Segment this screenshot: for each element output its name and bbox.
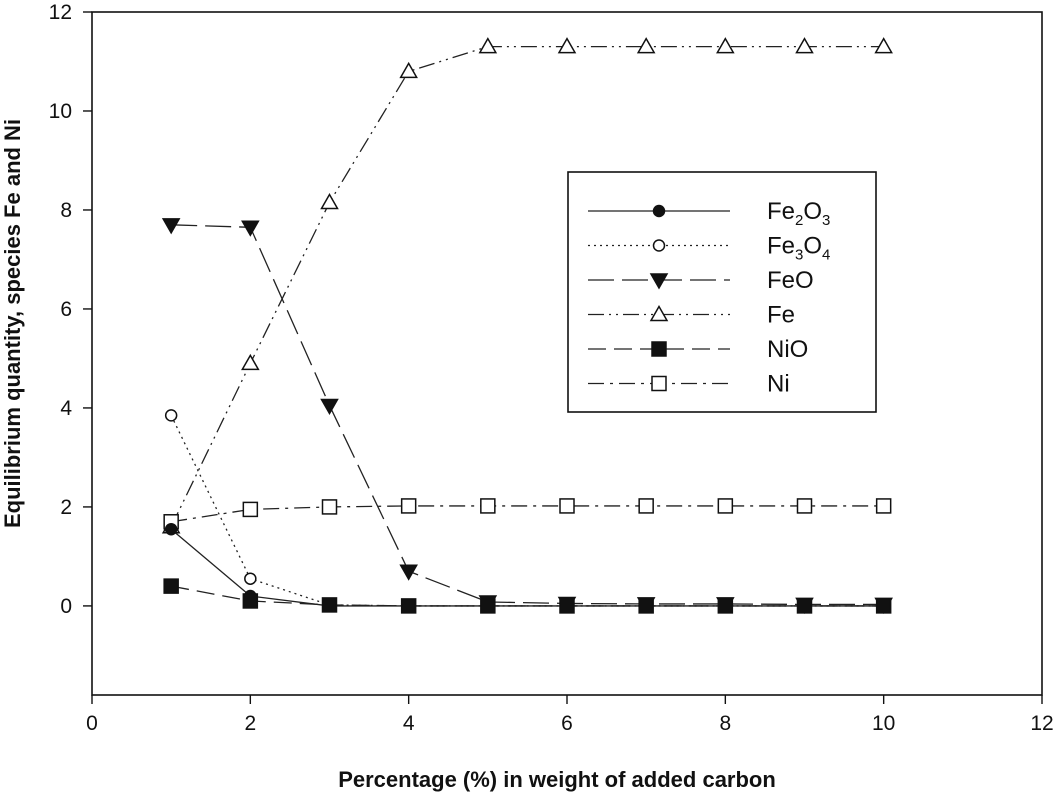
x-tick-label: 0: [86, 712, 98, 735]
legend-marker: [652, 204, 666, 218]
data-point: [796, 598, 813, 614]
data-point: [400, 598, 417, 614]
x-tick-label: 2: [244, 712, 256, 735]
data-point: [480, 598, 496, 614]
series-line: [170, 45, 884, 528]
x-tick-label: 10: [872, 712, 895, 735]
legend-label: Fe: [767, 302, 795, 329]
series-nio: [163, 578, 892, 614]
data-point: [717, 498, 734, 514]
data-point: [478, 37, 498, 54]
data-point: [480, 498, 496, 514]
legend-box: [567, 171, 877, 413]
y-tick-label: 2: [60, 496, 72, 519]
data-point: [164, 409, 178, 422]
data-point: [875, 598, 892, 614]
series-line: [171, 505, 884, 523]
data-point: [796, 498, 813, 514]
legend-label: FeO: [767, 267, 814, 294]
data-point: [320, 398, 339, 415]
x-tick-label: 4: [403, 712, 415, 735]
series-fe2o3: [164, 522, 890, 613]
data-point: [241, 353, 260, 371]
data-point: [400, 498, 417, 514]
legend-marker: [651, 341, 667, 357]
data-point: [242, 593, 259, 609]
legend-label: Ni: [767, 371, 790, 398]
data-point: [399, 564, 418, 581]
data-point: [559, 598, 575, 614]
legend-marker: [649, 273, 669, 290]
legend-item: Fe3O4: [588, 233, 830, 264]
data-point: [164, 522, 178, 536]
data-point: [874, 37, 893, 54]
y-tick-label: 12: [49, 1, 72, 24]
legend-item: Ni: [588, 371, 790, 398]
data-point: [717, 598, 734, 614]
series-group: [161, 37, 893, 614]
y-tick-label: 4: [60, 397, 72, 420]
data-point: [875, 498, 892, 514]
data-point: [321, 597, 338, 613]
y-tick-label: 8: [60, 199, 72, 222]
series-line: [170, 528, 884, 607]
data-point: [716, 37, 735, 54]
legend-item: NiO: [588, 336, 808, 363]
data-point: [242, 501, 259, 518]
legend: Fe2O3 Fe3O4 FeO Fe NiO Ni: [567, 171, 877, 413]
x-tick-label: 12: [1030, 712, 1053, 735]
data-point: [241, 220, 260, 237]
legend-item: Fe2O3: [588, 198, 830, 229]
data-point: [559, 498, 575, 514]
legend-item: FeO: [588, 267, 814, 294]
x-tick-label: 8: [719, 712, 731, 735]
data-point: [399, 61, 418, 79]
plot-frame: [91, 11, 1043, 696]
series-fe3o4: [164, 409, 890, 613]
data-point: [321, 499, 338, 515]
x-tick-label: 6: [561, 712, 573, 735]
data-point: [320, 193, 339, 210]
legend-marker: [651, 375, 667, 392]
y-tick-label: 6: [60, 298, 72, 321]
data-point: [638, 498, 654, 514]
legend-label: NiO: [767, 336, 808, 363]
legend-marker: [649, 304, 669, 322]
data-point: [636, 37, 656, 54]
series-fe: [161, 37, 893, 534]
legend-label: Fe2O3: [767, 198, 830, 229]
data-point: [638, 598, 654, 614]
y-tick-label: 10: [49, 100, 72, 123]
series-ni: [163, 498, 892, 530]
data-point: [244, 572, 257, 585]
legend-marker: [652, 239, 666, 252]
series-line: [171, 585, 884, 607]
y-tick-label: 0: [60, 595, 72, 618]
legend-label: Fe3O4: [767, 233, 830, 264]
x-axis-title: Percentage (%) in weight of added carbon: [338, 767, 776, 792]
legend-item: Fe: [588, 302, 795, 329]
data-point: [795, 37, 814, 54]
data-point: [161, 218, 181, 235]
data-point: [163, 578, 179, 594]
data-point: [557, 37, 577, 54]
series-line: [171, 224, 884, 606]
y-axis-title: Equilibrium quantity, species Fe and Ni: [0, 119, 25, 528]
series-line: [170, 415, 884, 607]
